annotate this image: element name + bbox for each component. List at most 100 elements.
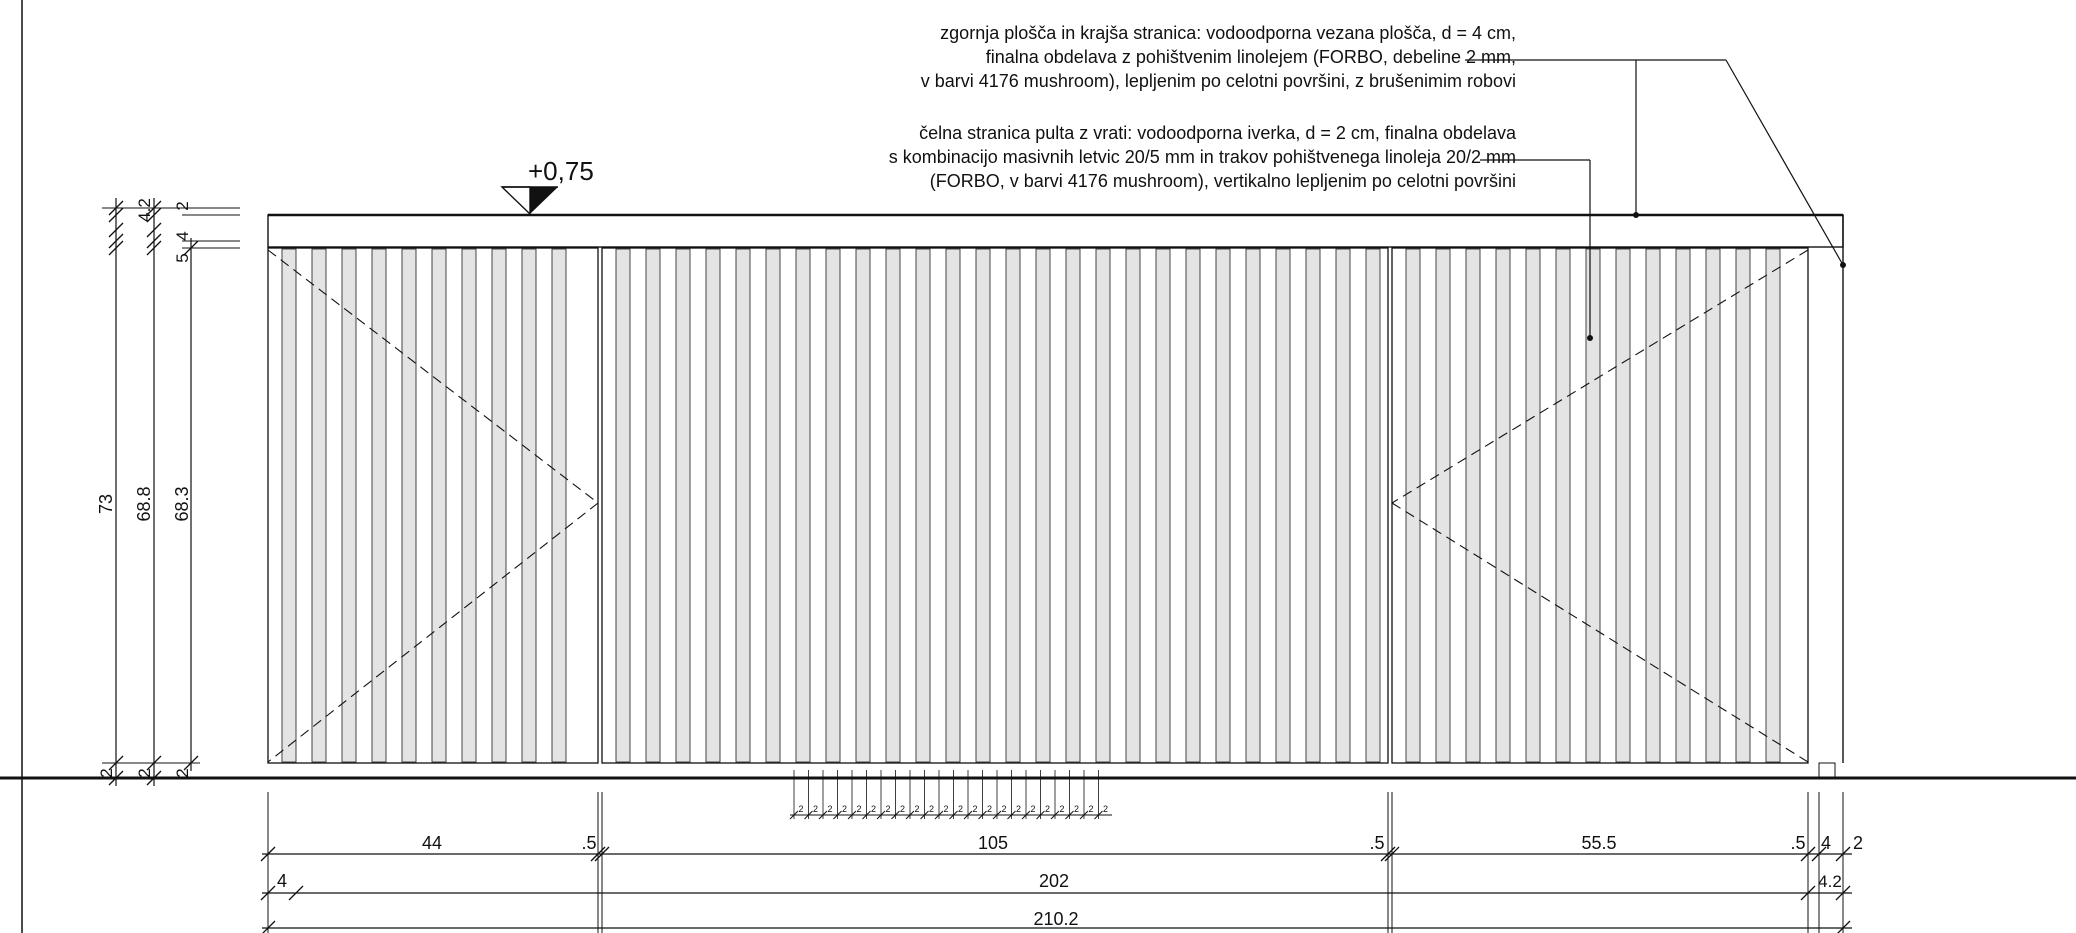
dim-strip-label: 2 [943,804,948,814]
leader-dot-front [1587,335,1593,341]
dim-top-inner-label: 4 [173,231,192,240]
slat [1495,248,1511,763]
dim-bottom-right-label: 2 [173,768,192,777]
dim-strip-tick [891,810,900,820]
slat [1035,248,1051,763]
slat [281,248,297,763]
dim-bottom-mid-label: 2 [135,768,154,777]
dim-side-board-label: 4 [1821,833,1831,853]
dim-vertical-tick [146,770,162,786]
dim-row1-tick [260,846,276,862]
dim-left-offset-label: 4 [277,871,287,891]
dim-strip-label: 2 [1001,804,1006,814]
dim-strip-label: 2 [871,804,876,814]
dim-strip-label: 2 [914,804,919,814]
dim-strip-label: 2 [958,804,963,814]
dim-vertical-tick [108,222,124,238]
dim-strip-tick [920,810,929,820]
slat [1405,248,1421,763]
dim-vertical-tick [108,770,124,786]
dim-body-label: 68.8 [134,486,154,521]
dim-strip-tick [905,810,915,820]
slat [1675,248,1691,763]
dim-top-skin-label: 2 [173,201,192,210]
slat [461,248,477,763]
dim-vertical-tick [108,207,124,223]
slat [1615,248,1631,763]
slat [1155,248,1171,763]
dim-top-board-label: 4.2 [135,198,154,222]
slat [1245,248,1261,763]
dim-right-offset-label: 4.2 [1818,872,1842,891]
level-marker: +0,75 [500,156,594,216]
slat [1585,248,1601,763]
dim-strip-tick [847,810,857,820]
dim-strip-label: 2 [1016,804,1021,814]
dim-strip-label: 2 [1030,804,1035,814]
dim-strip-tick [1007,810,1016,820]
slat [825,248,841,763]
note-top-line-1: zgornja plošča in krajša stranica: vodoo… [940,23,1516,43]
dim-gap-left-label: .5 [581,833,596,853]
level-marker-triangle-open [500,186,531,216]
slat [1555,248,1571,763]
dim-strip-label: 2 [827,804,832,814]
dim-strip-label: 2 [1074,804,1079,814]
dim-strip-label: 2 [972,804,977,814]
top-board [267,214,1844,248]
slat [1705,248,1721,763]
dim-strip-tick [934,810,944,820]
dim-vertical-tick [108,233,124,249]
dim-gap-right-label: .5 [1369,833,1384,853]
slat [1005,248,1021,763]
door-swing-right-lower [1391,502,1809,763]
leader-side-diagonal [1725,59,1844,266]
slat [885,248,901,763]
dim-total-label: 73 [96,494,116,514]
dim-strip-tick [978,810,987,820]
dim-row1-tick [594,846,610,862]
dim-gap-end-label: .5 [1790,833,1805,853]
dim-row1-tick [1380,846,1396,862]
dim-strip-tick [833,810,842,820]
dim-vertical-tick [146,233,162,249]
dim-strip-tick [862,810,871,820]
dim-strip-tick [1021,810,1031,820]
dim-row2-tick [1800,885,1816,901]
dim-row1-tick [1800,846,1816,862]
level-mark-label: +0,75 [528,156,594,186]
dim-right-door-label: 55.5 [1581,833,1616,853]
leader-dot-side [1840,262,1846,268]
dim-middle-panel-label: 105 [978,833,1008,853]
slat [1435,248,1451,763]
slat [1465,248,1481,763]
dim-door-label: 68.3 [172,486,192,521]
slat [491,248,507,763]
dim-strip-tick [1065,810,1074,820]
dim-strip-tick [818,810,828,820]
slat [915,248,931,763]
note-top-line-3: v barvi 4176 mushroom), lepljenim po cel… [920,71,1516,91]
slat [735,248,751,763]
dim-strip-tick [992,810,1002,820]
dim-side-skin-label: 2 [1853,833,1863,853]
slat [1365,248,1381,763]
leader-dot-top [1633,212,1639,218]
slat [521,248,537,763]
dim-strip-tick [1050,810,1060,820]
slat [795,248,811,763]
dim-strip-tick [1094,810,1103,820]
dim-row2-tick [260,885,276,901]
slat [401,248,417,763]
dim-strip-tick [1079,810,1089,820]
slat [645,248,661,763]
dim-strip-tick [1036,810,1045,820]
slat [1645,248,1661,763]
dim-bottom-left-label: 2 [97,768,116,777]
slat [855,248,871,763]
dim-strip-label: 2 [856,804,861,814]
slat [1275,248,1291,763]
dim-row1-tick [1811,846,1827,862]
